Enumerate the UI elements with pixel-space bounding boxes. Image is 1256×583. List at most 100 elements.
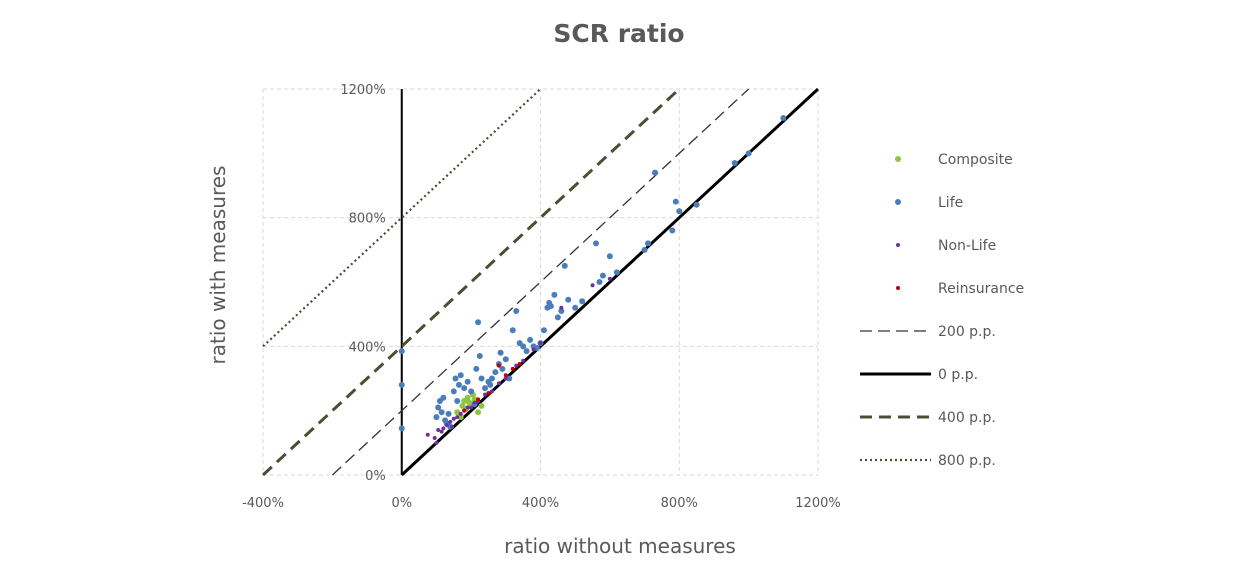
data-point (462, 408, 467, 413)
data-point (506, 375, 513, 382)
data-point (489, 389, 494, 394)
data-point (468, 388, 475, 395)
legend-label: 0 p.p. (938, 367, 978, 383)
data-point (483, 392, 487, 397)
legend-label: 400 p.p. (938, 410, 996, 426)
data-point (517, 362, 522, 367)
legend-item: Non-Life (896, 238, 996, 254)
data-point (461, 385, 468, 392)
data-point (398, 381, 405, 388)
data-point (561, 262, 568, 269)
data-point (596, 279, 603, 285)
data-point (731, 159, 738, 166)
legend-marker (896, 243, 900, 247)
data-point (641, 246, 648, 253)
data-point (676, 208, 683, 215)
data-point (450, 424, 455, 429)
data-point (398, 425, 405, 432)
data-point (444, 423, 449, 428)
data-point (465, 405, 470, 410)
data-point (558, 307, 565, 314)
data-point (540, 327, 547, 334)
data-point (434, 440, 439, 445)
data-point (606, 253, 613, 260)
reference-line-400-p-p- (261, 87, 681, 477)
y-tick-label: 800% (349, 212, 386, 227)
data-point (693, 201, 700, 208)
data-point (559, 305, 564, 310)
data-point (457, 372, 464, 379)
data-point (523, 348, 530, 355)
y-tick-label: 400% (349, 340, 386, 355)
data-point (538, 341, 543, 346)
data-point (464, 378, 471, 385)
data-point (451, 416, 456, 421)
data-point (502, 356, 509, 363)
data-point (514, 363, 519, 368)
data-point (496, 381, 501, 386)
reference-line-0-p-p- (400, 87, 820, 477)
data-point (547, 303, 554, 310)
data-point (482, 385, 488, 392)
data-point (503, 373, 508, 378)
data-point (475, 319, 482, 326)
data-point (478, 402, 485, 409)
data-point (455, 415, 460, 420)
data-point (464, 394, 471, 401)
x-tick-label: 400% (522, 496, 559, 511)
x-axis-title: ratio without measures (504, 534, 736, 558)
legend-item: 800 p.p. (860, 453, 996, 469)
x-tick-label: 1200% (795, 496, 840, 511)
data-point (475, 409, 482, 416)
legend-item: 200 p.p. (860, 324, 996, 340)
data-point (432, 436, 437, 441)
data-point (513, 307, 520, 314)
data-point (503, 376, 508, 381)
data-point (435, 404, 442, 411)
data-point (440, 394, 447, 401)
data-point (497, 349, 504, 356)
data-point (433, 414, 440, 421)
data-point (593, 240, 599, 247)
series-life (398, 114, 787, 432)
chart-title: SCR ratio (553, 19, 684, 48)
data-point (510, 366, 515, 371)
data-point (572, 304, 579, 311)
data-point (478, 375, 485, 382)
data-point (448, 419, 453, 424)
legend-label: Non-Life (938, 238, 996, 254)
legend-label: Composite (938, 152, 1013, 168)
data-point (579, 298, 586, 305)
y-tick-label: 0% (365, 469, 386, 484)
legend-item: Composite (895, 152, 1013, 168)
legend-item: Reinsurance (896, 281, 1024, 297)
y-axis-title: ratio with measures (206, 166, 230, 365)
data-point (452, 375, 459, 382)
data-point (438, 409, 445, 416)
data-point (445, 410, 452, 417)
data-point (780, 114, 787, 121)
legend-label: Reinsurance (938, 281, 1024, 297)
data-point (472, 400, 477, 405)
data-point (450, 388, 457, 395)
legend-label: 200 p.p. (938, 324, 996, 340)
reference-line-200-p-p- (331, 88, 750, 476)
data-point (398, 348, 405, 355)
data-point (441, 426, 446, 431)
x-tick-label: -400% (242, 496, 284, 511)
data-point (499, 365, 506, 372)
data-point (520, 343, 527, 350)
data-point (521, 358, 526, 363)
data-point (745, 150, 752, 157)
data-point (458, 411, 463, 416)
legend: Composite Life Non-Life Reinsurance 200 p.p.… (860, 152, 1024, 469)
x-tick-label: 800% (661, 496, 698, 511)
legend-item: Life (895, 195, 963, 211)
data-point (457, 414, 464, 421)
legend-item: 400 p.p. (860, 410, 996, 426)
data-point (554, 314, 561, 321)
data-point (439, 429, 444, 434)
data-point (607, 276, 612, 281)
data-point (469, 405, 474, 410)
